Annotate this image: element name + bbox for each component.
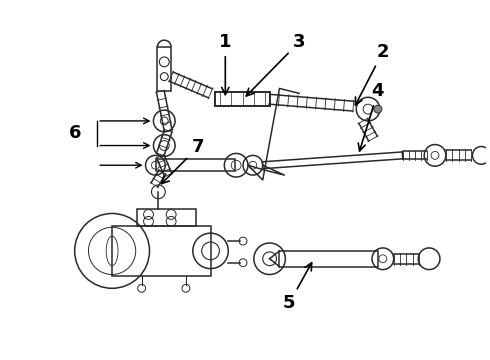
Bar <box>137 208 196 226</box>
Text: 7: 7 <box>162 139 204 184</box>
Bar <box>156 159 235 171</box>
Circle shape <box>374 105 382 113</box>
Text: 4: 4 <box>358 82 384 151</box>
Text: 6: 6 <box>69 124 81 142</box>
Text: 5: 5 <box>283 263 312 312</box>
Bar <box>112 226 211 275</box>
Bar <box>216 93 270 106</box>
Text: 2: 2 <box>355 43 389 105</box>
Text: 1: 1 <box>219 33 232 95</box>
Text: 3: 3 <box>246 33 305 96</box>
